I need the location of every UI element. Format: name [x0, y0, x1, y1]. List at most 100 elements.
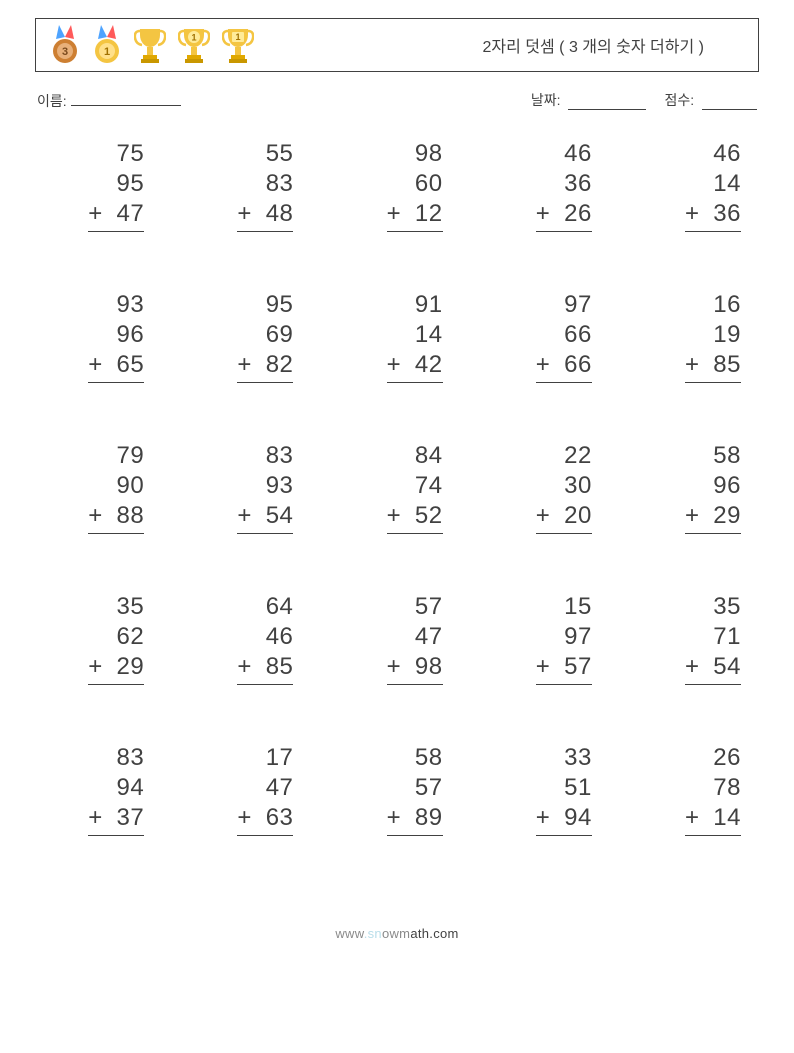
addend: 62 [88, 622, 144, 652]
addend: 85 [713, 350, 741, 380]
addend: 82 [266, 350, 294, 380]
addend: 91 [387, 290, 443, 320]
last-addend-row: +63 [237, 803, 293, 836]
last-addend-row: +88 [88, 501, 144, 534]
last-addend-row: +54 [685, 652, 741, 685]
last-addend-row: +89 [387, 803, 443, 836]
operator: + [387, 803, 401, 833]
date-label: 날짜: [531, 92, 561, 108]
addend: 47 [116, 199, 144, 229]
problem: 9860+12 [341, 139, 442, 232]
addend: 48 [266, 199, 294, 229]
problem-column: 3562+29 [88, 592, 144, 685]
svg-text:1: 1 [235, 32, 240, 42]
operator: + [237, 803, 251, 833]
last-addend-row: +57 [536, 652, 592, 685]
problem: 5896+29 [640, 441, 741, 534]
score-field: 점수: [664, 90, 757, 110]
operator: + [536, 652, 550, 682]
addend: 30 [536, 471, 592, 501]
score-blank [702, 94, 757, 110]
last-addend-row: +48 [237, 199, 293, 232]
addend: 57 [564, 652, 592, 682]
addend: 33 [536, 743, 592, 773]
last-addend-row: +26 [536, 199, 592, 232]
addend: 22 [536, 441, 592, 471]
addend: 74 [387, 471, 443, 501]
addend: 97 [536, 622, 592, 652]
addend: 63 [266, 803, 294, 833]
addend: 29 [713, 501, 741, 531]
last-addend-row: +65 [88, 350, 144, 383]
problem: 2678+14 [640, 743, 741, 836]
footer-part: ath.com [410, 926, 458, 941]
addend: 97 [536, 290, 592, 320]
addend: 98 [415, 652, 443, 682]
problem-column: 8394+37 [88, 743, 144, 836]
last-addend-row: +85 [237, 652, 293, 685]
problem: 9114+42 [341, 290, 442, 383]
trophy-row: 3 1 [50, 25, 254, 65]
problem: 1747+63 [192, 743, 293, 836]
addend: 52 [415, 501, 443, 531]
problem-column: 1619+85 [685, 290, 741, 383]
problem-column: 5857+89 [387, 743, 443, 836]
addend: 35 [685, 592, 741, 622]
trophy-plain-icon [134, 25, 166, 65]
problem: 5747+98 [341, 592, 442, 685]
last-addend-row: +20 [536, 501, 592, 534]
problem: 8394+37 [43, 743, 144, 836]
operator: + [237, 350, 251, 380]
last-addend-row: +14 [685, 803, 741, 836]
addend: 37 [116, 803, 144, 833]
addend: 15 [536, 592, 592, 622]
problem: 4636+26 [491, 139, 592, 232]
addend: 95 [237, 290, 293, 320]
last-addend-row: +42 [387, 350, 443, 383]
addend: 95 [88, 169, 144, 199]
addend: 89 [415, 803, 443, 833]
addend: 71 [685, 622, 741, 652]
addend: 57 [387, 773, 443, 803]
problem-column: 6446+85 [237, 592, 293, 685]
problem-column: 2230+20 [536, 441, 592, 534]
addend: 78 [685, 773, 741, 803]
addend: 57 [387, 592, 443, 622]
problem: 5583+48 [192, 139, 293, 232]
last-addend-row: +37 [88, 803, 144, 836]
problem-column: 3351+94 [536, 743, 592, 836]
addend: 55 [237, 139, 293, 169]
addend: 47 [387, 622, 443, 652]
addend: 58 [387, 743, 443, 773]
addend: 75 [88, 139, 144, 169]
svg-text:1: 1 [191, 33, 196, 43]
operator: + [237, 199, 251, 229]
trophy-plate-icon: 1 [222, 25, 254, 65]
addend: 46 [685, 139, 741, 169]
footer-part: owm [382, 926, 410, 941]
addend: 17 [237, 743, 293, 773]
last-addend-row: +82 [237, 350, 293, 383]
problem: 7990+88 [43, 441, 144, 534]
problem-column: 5896+29 [685, 441, 741, 534]
addend: 98 [387, 139, 443, 169]
problem: 9766+66 [491, 290, 592, 383]
addend: 19 [685, 320, 741, 350]
addend: 36 [713, 199, 741, 229]
last-addend-row: +85 [685, 350, 741, 383]
addend: 84 [387, 441, 443, 471]
problem: 6446+85 [192, 592, 293, 685]
operator: + [536, 350, 550, 380]
addend: 14 [685, 169, 741, 199]
operator: + [88, 803, 102, 833]
problem: 1619+85 [640, 290, 741, 383]
medal-bronze-icon: 3 [50, 25, 80, 65]
name-label: 이름: [37, 91, 67, 111]
addend: 66 [536, 320, 592, 350]
problem: 3351+94 [491, 743, 592, 836]
name-field: 이름: [37, 90, 181, 111]
footer-part: .sn [364, 926, 382, 941]
problem: 1597+57 [491, 592, 592, 685]
problem-column: 9766+66 [536, 290, 592, 383]
last-addend-row: +36 [685, 199, 741, 232]
